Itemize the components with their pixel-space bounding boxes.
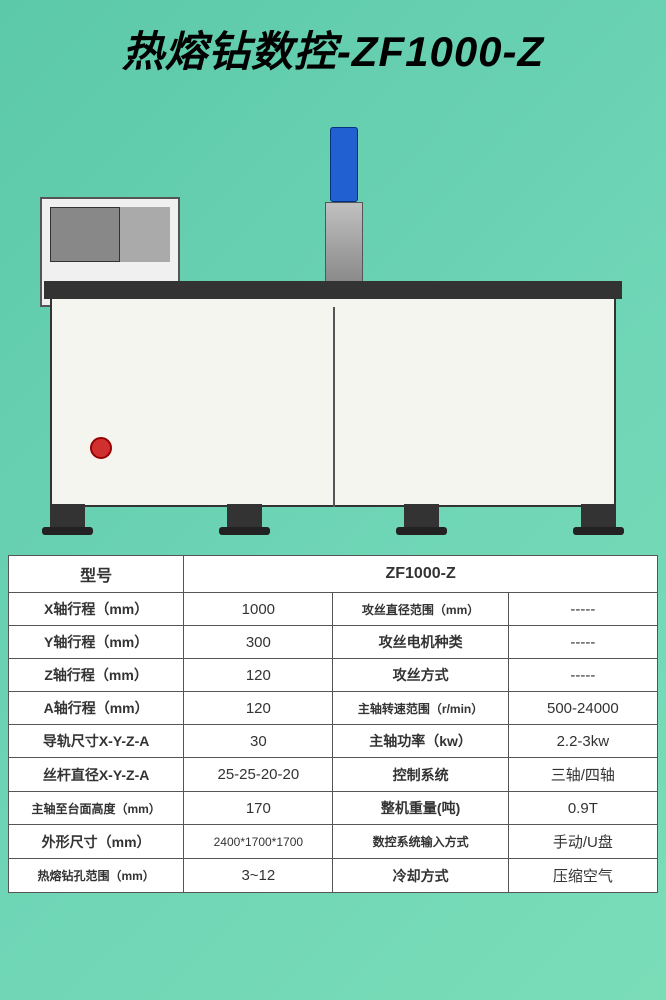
spec-value: 3~12: [184, 859, 333, 893]
spec-value: 500-24000: [508, 692, 657, 725]
spindle-motor: [330, 127, 358, 202]
spec-label: 主轴至台面高度（mm）: [9, 792, 184, 825]
spec-label: 导轨尺寸X-Y-Z-A: [9, 725, 184, 758]
header-value: ZF1000-Z: [184, 556, 658, 593]
spec-label: 丝杆直径X-Y-Z-A: [9, 758, 184, 792]
spec-value: 300: [184, 626, 333, 659]
spec-value: -----: [508, 593, 657, 626]
spec-value: -----: [508, 659, 657, 692]
spec-table: 型号ZF1000-ZX轴行程（mm）1000攻丝直径范围（mm）-----Y轴行…: [8, 555, 658, 893]
spec-label: X轴行程（mm）: [9, 593, 184, 626]
spec-value: 1000: [184, 593, 333, 626]
spec-value: 2400*1700*1700: [184, 825, 333, 859]
table-row: Z轴行程（mm）120攻丝方式-----: [9, 659, 658, 692]
spec-label: 主轴转速范围（r/min）: [333, 692, 508, 725]
spec-value: 120: [184, 659, 333, 692]
table-row: 热熔钻孔范围（mm）3~12冷却方式压缩空气: [9, 859, 658, 893]
emergency-stop-button: [90, 437, 112, 459]
spec-label: 主轴功率（kw）: [333, 725, 508, 758]
spec-label: Y轴行程（mm）: [9, 626, 184, 659]
page-title: 热熔钻数控-ZF1000-Z: [0, 0, 666, 87]
table-row: A轴行程（mm）120主轴转速范围（r/min）500-24000: [9, 692, 658, 725]
header-label: 型号: [9, 556, 184, 593]
spec-value: 压缩空气: [508, 859, 657, 893]
spec-label: 外形尺寸（mm）: [9, 825, 184, 859]
spec-label: Z轴行程（mm）: [9, 659, 184, 692]
spec-value: 25-25-20-20: [184, 758, 333, 792]
spec-label: 攻丝直径范围（mm）: [333, 593, 508, 626]
table-header-row: 型号ZF1000-Z: [9, 556, 658, 593]
spec-value: 0.9T: [508, 792, 657, 825]
door-divider: [333, 307, 335, 507]
table-row: X轴行程（mm）1000攻丝直径范围（mm）-----: [9, 593, 658, 626]
spec-value: 30: [184, 725, 333, 758]
spec-value: 2.2-3kw: [508, 725, 657, 758]
spec-value: -----: [508, 626, 657, 659]
spec-value: 120: [184, 692, 333, 725]
spec-label: 数控系统输入方式: [333, 825, 508, 859]
spec-label: 控制系统: [333, 758, 508, 792]
table-row: 导轨尺寸X-Y-Z-A30主轴功率（kw）2.2-3kw: [9, 725, 658, 758]
spec-label: 攻丝方式: [333, 659, 508, 692]
drill-head: [320, 127, 370, 307]
spec-label: 整机重量(吨): [333, 792, 508, 825]
table-row: Y轴行程（mm）300攻丝电机种类-----: [9, 626, 658, 659]
table-row: 丝杆直径X-Y-Z-A25-25-20-20控制系统三轴/四轴: [9, 758, 658, 792]
machine-legs: [50, 504, 616, 532]
table-row: 主轴至台面高度（mm）170整机重量(吨)0.9T: [9, 792, 658, 825]
spec-value: 三轴/四轴: [508, 758, 657, 792]
spec-value: 手动/U盘: [508, 825, 657, 859]
spec-label: 攻丝电机种类: [333, 626, 508, 659]
spec-value: 170: [184, 792, 333, 825]
panel-buttons: [120, 207, 170, 262]
table-row: 外形尺寸（mm）2400*1700*1700数控系统输入方式手动/U盘: [9, 825, 658, 859]
spec-label: 冷却方式: [333, 859, 508, 893]
machine-illustration: [0, 87, 666, 547]
cnc-screen: [50, 207, 120, 262]
spec-label: A轴行程（mm）: [9, 692, 184, 725]
spec-label: 热熔钻孔范围（mm）: [9, 859, 184, 893]
